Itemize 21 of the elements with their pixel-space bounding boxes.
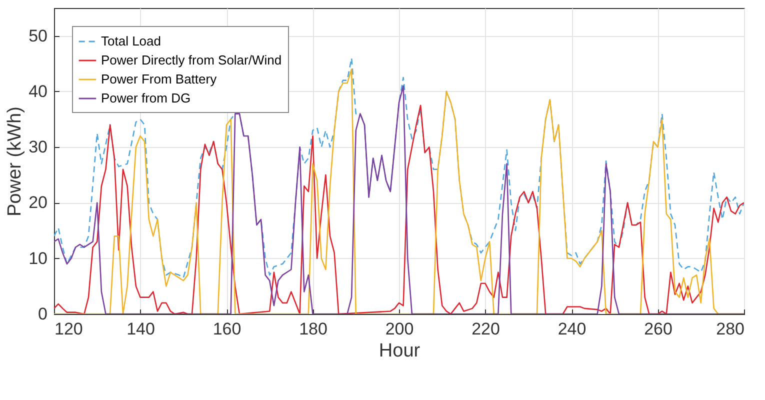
x-tick-label: 280 [716,320,744,338]
x-tick-label: 260 [644,320,672,338]
legend-label: Power From Battery [101,72,218,86]
x-axis-title: Hour [378,340,421,362]
y-tick-label: 50 [28,26,48,46]
y-tick-label: 30 [28,138,48,157]
x-tick-label: 160 [212,320,242,338]
legend-label: Total Load [101,34,161,48]
x-tick-label: 240 [558,320,586,338]
y-tick-label: 20 [28,193,48,212]
legend-label: Power from DG [101,90,191,106]
y-tick-label: 10 [28,248,48,268]
x-tick-label: 180 [299,320,328,338]
legend-label: Power Directly from Solar/Wind [101,52,282,68]
x-tick-label: 120 [54,320,83,338]
x-tick-label: 200 [385,320,414,338]
x-tick-label: 220 [472,320,500,338]
x-tick-label: 140 [126,320,155,338]
y-tick-label: 0 [38,304,48,324]
y-axis-title: Power (kWh) [4,106,26,216]
y-tick-label: 40 [28,82,48,101]
